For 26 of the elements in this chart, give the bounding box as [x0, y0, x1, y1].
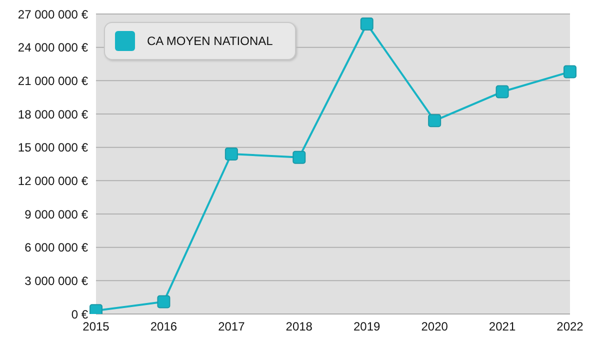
y-tick-label: 18 000 000 €	[18, 107, 88, 122]
y-tick-label: 0 €	[71, 307, 88, 322]
y-tick-label: 6 000 000 €	[24, 240, 88, 255]
point	[157, 295, 170, 308]
y-tick-label: 21 000 000 €	[18, 74, 88, 88]
y-tick-label: 12 000 000 €	[18, 174, 88, 188]
point	[564, 65, 576, 78]
point	[360, 18, 374, 30]
point	[224, 148, 238, 160]
y-tick-label: 27 000 000 €	[18, 7, 88, 22]
x-tick-label: 2022	[556, 320, 584, 334]
x-tick-label: 2015	[82, 320, 110, 334]
x-tick-label: 2018	[286, 320, 313, 334]
y-tick-label: 24 000 000 €	[18, 40, 88, 55]
point	[428, 114, 442, 128]
point	[292, 150, 306, 164]
y-tick-label: 3 000 000 €	[24, 274, 88, 288]
legend-label: CA MOYEN NATIONAL	[147, 34, 273, 48]
x-tick-label: 2019	[354, 320, 381, 334]
x-tick-label: 2020	[421, 320, 448, 334]
x-tick-label: 2016	[150, 320, 178, 334]
point	[496, 85, 509, 98]
y-tick-label: 15 000 000 €	[18, 140, 88, 155]
x-tick-label: 2017	[218, 320, 246, 334]
x-tick-label: 2021	[488, 320, 516, 334]
y-tick-label: 9 000 000 €	[24, 207, 88, 222]
